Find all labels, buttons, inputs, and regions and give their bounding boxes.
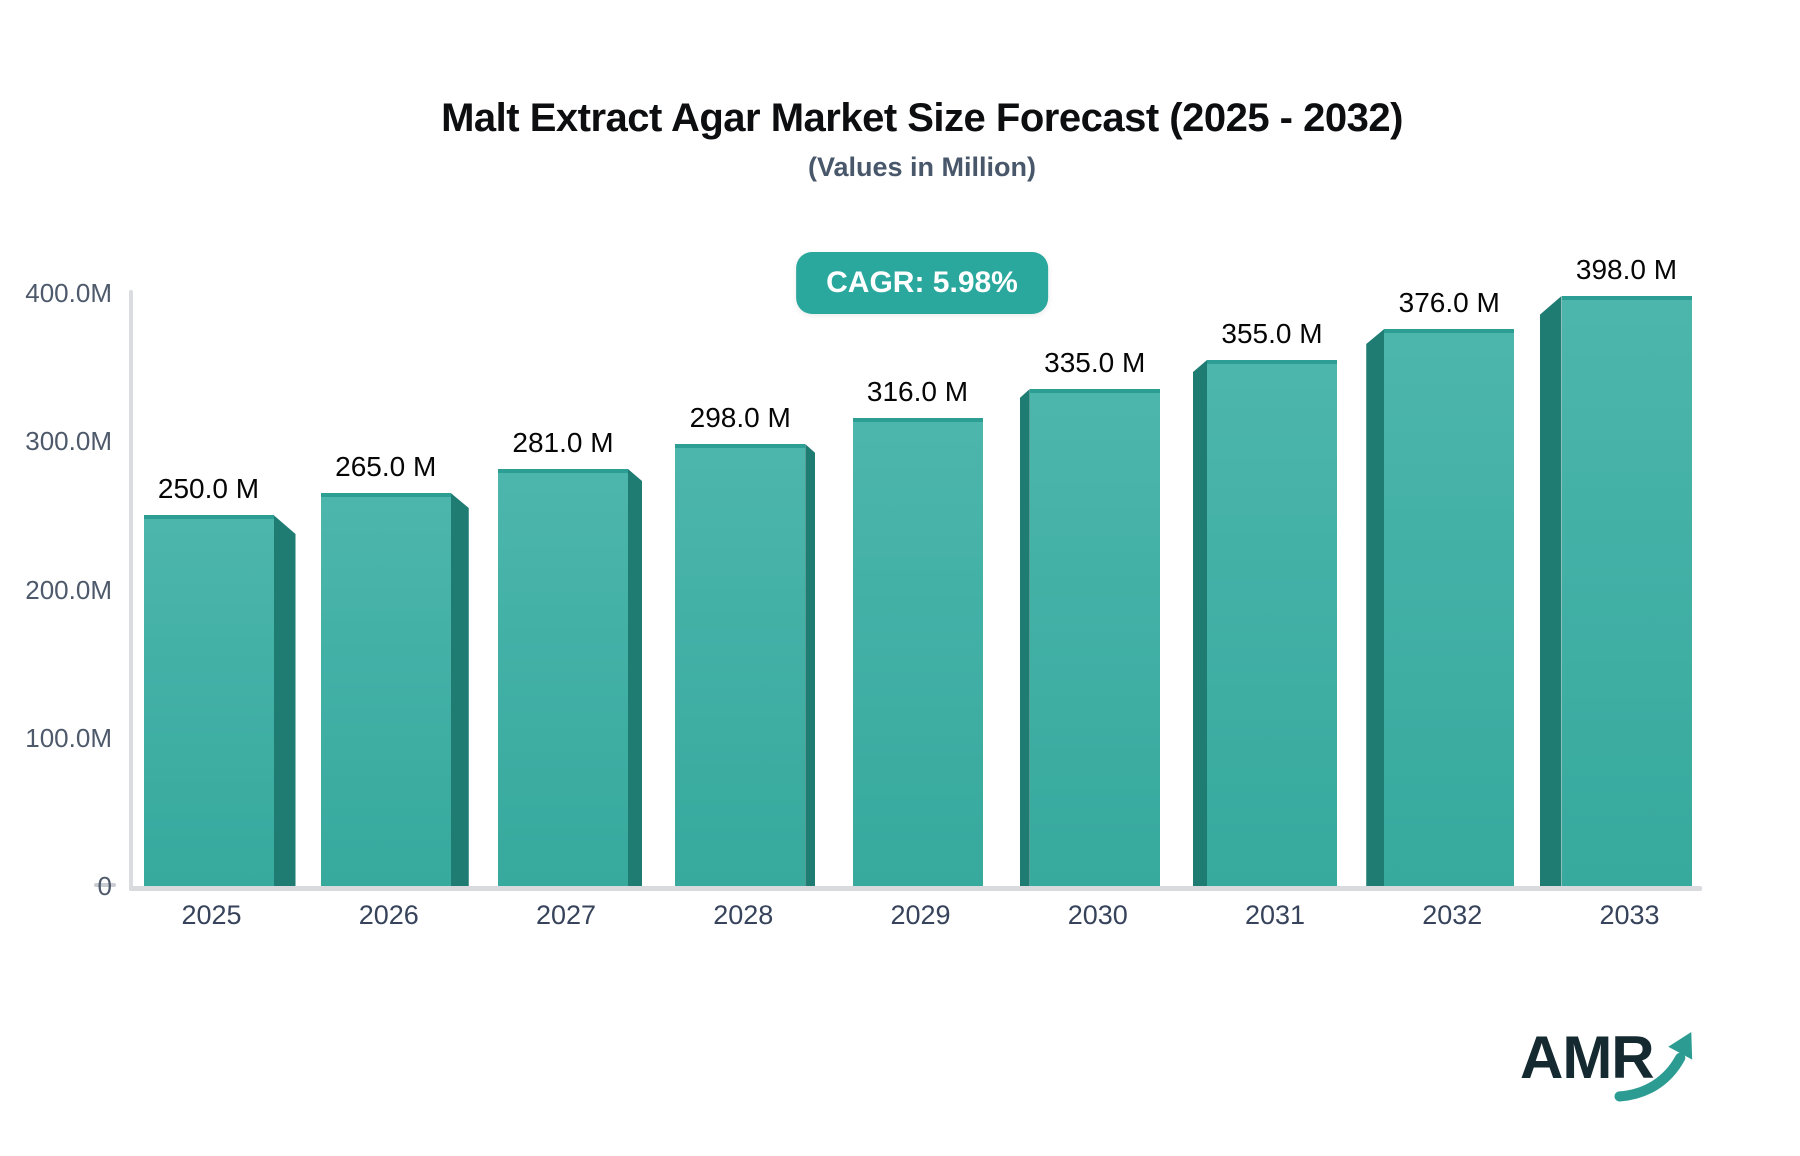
- chart-title: Malt Extract Agar Market Size Forecast (…: [441, 96, 1403, 140]
- x-axis-label-2025: 2025: [181, 900, 242, 930]
- bar-value-label: 355.0 M: [1221, 318, 1323, 349]
- y-tick-label: 200.0M: [25, 574, 112, 605]
- growth-arrow-icon: [1614, 1032, 1693, 1102]
- bar-face-2030[interactable]: [1029, 389, 1160, 886]
- bar-face-2032[interactable]: [1384, 329, 1515, 886]
- bar-2031[interactable]: [1193, 360, 1337, 886]
- bar-value-label: 298.0 M: [689, 402, 791, 433]
- bar-value-label: 316.0 M: [866, 376, 969, 407]
- amr-logo-text: AMR: [1520, 1024, 1655, 1091]
- bar-face-2029[interactable]: [852, 418, 983, 886]
- bar-2032[interactable]: [1366, 329, 1515, 886]
- amr-logo: AMR: [1520, 1028, 1720, 1118]
- chart-subtitle: (Values in Million): [807, 152, 1037, 182]
- x-axis-label-2030: 2030: [1067, 900, 1128, 930]
- bar-2026[interactable]: [320, 493, 469, 886]
- bar-face-2028[interactable]: [675, 444, 806, 886]
- bar-face-2025[interactable]: [143, 515, 274, 886]
- bar-2030[interactable]: [1019, 389, 1160, 886]
- cagr-badge: CAGR: 5.98%: [796, 252, 1048, 314]
- bar-value-label: 265.0 M: [335, 451, 437, 482]
- bar-3d-side: [1193, 360, 1207, 886]
- bar-2028[interactable]: [675, 444, 816, 886]
- x-axis-label-2029: 2029: [890, 900, 951, 930]
- bar-2025[interactable]: [143, 515, 296, 886]
- bar-3d-side: [1366, 329, 1385, 886]
- zero-tick-dash: [94, 883, 116, 887]
- bar-3d-side: [1539, 296, 1562, 886]
- x-axis-label-2028: 2028: [713, 900, 774, 930]
- bar-face-2026[interactable]: [320, 493, 451, 886]
- bar-2027[interactable]: [498, 469, 642, 886]
- bar-3d-side: [628, 469, 642, 886]
- x-axis-label-2033: 2033: [1599, 900, 1660, 930]
- bar-value-label: 335.0 M: [1044, 347, 1146, 378]
- y-tick-label: 100.0M: [25, 722, 112, 753]
- bar-3d-side: [805, 444, 816, 886]
- x-axis-line: [129, 886, 1702, 891]
- bar-2033[interactable]: [1539, 296, 1692, 886]
- y-tick-label: 400.0M: [25, 278, 112, 308]
- y-axis-line: [129, 290, 133, 888]
- bar-value-label: 281.0 M: [512, 427, 614, 458]
- bar-face-2031[interactable]: [1207, 360, 1337, 886]
- bar-3d-side: [273, 515, 296, 886]
- bar-face-2027[interactable]: [498, 469, 628, 886]
- y-tick-label: 300.0M: [25, 426, 112, 457]
- bar-2029[interactable]: [852, 418, 983, 886]
- bar-value-label: 376.0 M: [1398, 287, 1500, 318]
- bar-value-label: 398.0 M: [1575, 254, 1678, 285]
- x-axis-label-2027: 2027: [535, 900, 597, 930]
- bar-3d-side: [1019, 389, 1030, 886]
- bar-value-label: 250.0 M: [157, 473, 260, 504]
- y-tick-label: 0: [97, 871, 112, 901]
- x-axis-label-2031: 2031: [1244, 900, 1306, 930]
- cagr-badge-label: CAGR: 5.98%: [826, 266, 1018, 299]
- bar-3d-side: [450, 493, 469, 886]
- x-axis-label-2032: 2032: [1422, 900, 1483, 930]
- bar-face-2033[interactable]: [1561, 296, 1692, 886]
- x-axis-label-2026: 2026: [358, 900, 419, 930]
